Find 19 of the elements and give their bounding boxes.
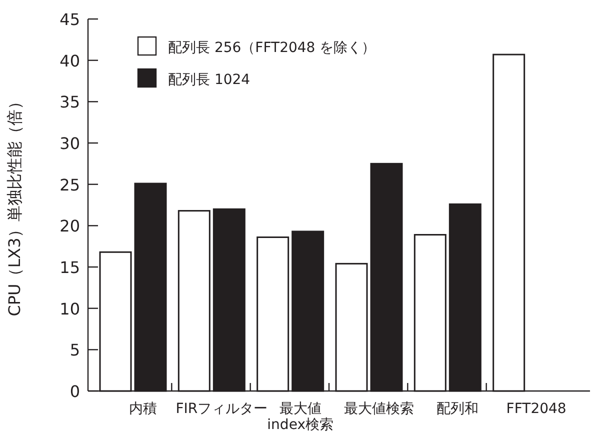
y-tick-label: 30 [60, 134, 80, 153]
x-tick-label: 最大値 index検索 [267, 401, 334, 433]
y-tick-label: 0 [70, 382, 80, 401]
legend-label: 配列長 256（FFT2048 を除く） [168, 40, 376, 56]
legend-label: 配列長 1024 [168, 72, 250, 88]
x-tick-label: FIRフィルター [176, 401, 268, 417]
x-tick-label: 内積 [129, 401, 157, 417]
x-tick-label: FFT2048 [506, 401, 566, 417]
y-tick-label: 5 [70, 340, 80, 360]
x-tick-label: 最大値検索 [344, 401, 414, 417]
y-tick-label: 10 [60, 299, 80, 318]
y-tick-label: 40 [60, 51, 80, 70]
y-tick-label: 25 [60, 175, 80, 194]
x-tick-label: 配列和 [436, 401, 479, 417]
y-axis-title: CPU（LX3）単独比性能（倍） [5, 94, 24, 316]
y-tick-label: 45 [60, 10, 80, 29]
y-tick-label: 15 [60, 258, 80, 277]
y-tick-label: 35 [60, 92, 80, 112]
y-tick-label: 20 [60, 216, 80, 236]
